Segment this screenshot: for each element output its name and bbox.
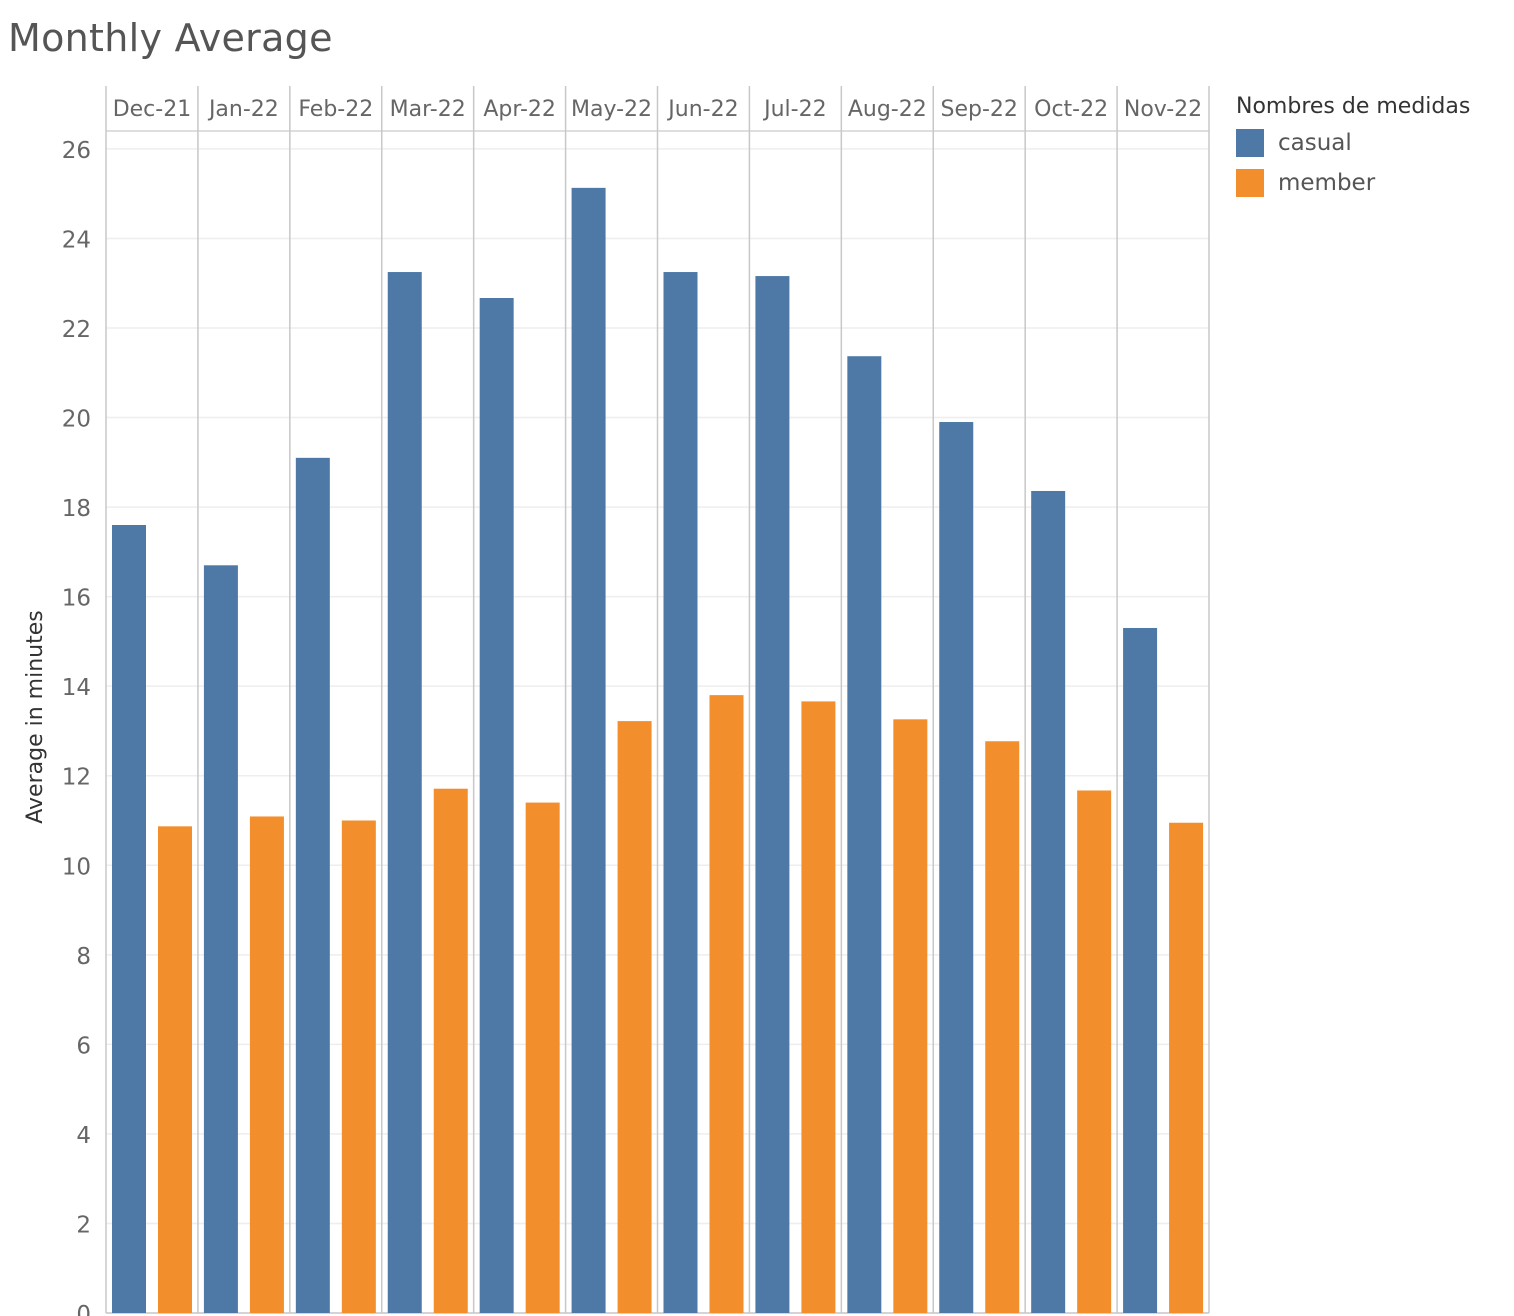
x-category-label: Nov-22 [1124,97,1202,122]
x-category-label: Dec-21 [113,97,192,122]
y-tick-label: 2 [76,1212,91,1238]
x-category-label: Oct-22 [1034,97,1108,122]
x-category-label: Apr-22 [483,97,556,122]
bar-member [985,741,1020,1313]
bar-member [709,695,744,1313]
x-category-label: Feb-22 [298,97,373,122]
y-tick-label: 18 [62,496,91,522]
y-tick-label: 14 [62,675,91,701]
bar-member [158,826,192,1313]
bar-casual [755,276,790,1314]
bar-member [617,721,652,1313]
legend-title: Nombres de medidas [1236,94,1471,119]
bar-casual [112,525,146,1313]
x-category-label: Sep-22 [941,97,1018,122]
bar-casual [479,298,514,1313]
x-category-label: Jan-22 [207,97,279,122]
bar-member [433,788,468,1313]
chart-title: Monthly Average [8,16,333,60]
bar-member [1077,790,1112,1313]
legend: Nombres de medidas casual member [1236,94,1470,203]
y-tick-label: 6 [76,1033,91,1059]
legend-swatch-casual [1236,129,1264,157]
legend-swatch-member [1236,169,1264,197]
y-tick-label: 4 [76,1123,91,1149]
bar-member [525,802,560,1313]
y-tick-label: 10 [62,854,91,880]
bar-member [1169,822,1204,1313]
bar-member [249,816,284,1313]
y-tick-label: 12 [62,765,91,791]
bar-casual [663,272,698,1314]
x-category-label: May-22 [571,97,652,122]
y-tick-label: 20 [62,407,91,433]
bar-member [341,820,376,1313]
legend-item-casual[interactable]: casual [1236,123,1470,163]
bar-member [893,719,928,1313]
legend-label-member: member [1278,170,1376,196]
x-category-label: Jun-22 [666,97,738,122]
y-tick-label: 16 [62,586,91,612]
y-tick-label: 22 [62,317,91,343]
x-category-label: Mar-22 [390,97,466,122]
x-category-label: Aug-22 [848,97,927,122]
bar-casual [203,565,238,1313]
y-axis-title: Average in minutes [23,610,48,823]
bar-casual [847,356,882,1314]
x-category-label: Jul-22 [762,97,826,122]
bar-casual [1123,627,1158,1313]
y-tick-label: 26 [62,138,91,164]
y-tick-label: 24 [62,227,91,253]
bar-casual [571,187,606,1314]
bar-casual [939,422,974,1314]
y-tick-label: 8 [76,944,91,970]
bar-member [801,701,836,1313]
legend-item-member[interactable]: member [1236,163,1470,203]
bar-casual [295,457,330,1313]
y-tick-label: 0 [76,1302,91,1316]
legend-label-casual: casual [1278,130,1352,156]
bar-casual [387,272,422,1314]
bar-casual [1031,490,1066,1313]
